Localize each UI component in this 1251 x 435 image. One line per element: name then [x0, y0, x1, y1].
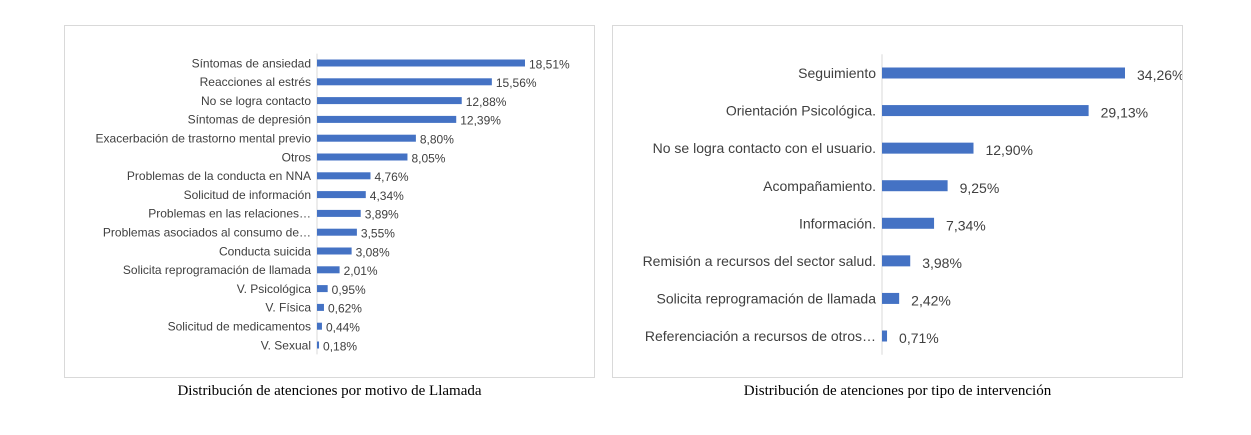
bar [317, 115, 457, 123]
category-label: V. Física [265, 301, 311, 315]
bar [882, 142, 974, 154]
category-label: Solicitud de información [184, 188, 311, 202]
bar [882, 67, 1125, 79]
value-label: 0,18% [323, 339, 357, 353]
bar [317, 228, 357, 236]
value-label: 8,80% [420, 133, 454, 147]
value-label: 12,39% [460, 114, 501, 128]
value-label: 2,42% [911, 292, 951, 308]
value-label: 15,56% [496, 76, 537, 90]
chart-panel-intervencion: Seguimiento 34,26% Orientación Psicológica… [612, 25, 1183, 378]
value-label: 18,51% [529, 57, 570, 71]
value-label: 4,76% [374, 170, 408, 184]
category-label: Solicitud de medicamentos [168, 320, 311, 334]
bar [317, 134, 416, 142]
category-label: Exacerbación de trastorno mental previo [96, 132, 312, 146]
value-label: 12,88% [466, 95, 507, 109]
bar [317, 285, 328, 293]
category-label: Conducta suicida [219, 244, 311, 258]
value-label: 0,44% [326, 321, 360, 335]
value-label: 3,55% [361, 227, 395, 241]
value-label: 0,95% [332, 283, 366, 297]
bar [882, 180, 948, 192]
value-label: 2,01% [344, 264, 378, 278]
category-label: Síntomas de depresión [188, 113, 311, 127]
value-label: 3,08% [356, 245, 390, 259]
category-label: Referenciación a recursos de otros… [645, 328, 876, 344]
bar [317, 209, 361, 217]
chart-caption-intervencion: Distribución de atenciones por tipo de i… [743, 383, 1052, 399]
category-label: V. Sexual [261, 338, 311, 352]
chart-tipo-intervencion: Seguimiento 34,26% Orientación Psicológica… [643, 54, 1182, 355]
category-label: Reacciones al estrés [200, 75, 311, 89]
category-label: Acompañamiento. [763, 178, 876, 194]
bar [317, 341, 320, 349]
value-label: 7,34% [946, 217, 986, 233]
value-label: 3,89% [365, 208, 399, 222]
value-label: 12,90% [985, 142, 1032, 158]
category-label: Problemas en las relaciones… [148, 207, 311, 221]
chart-caption-motivo: Distribución de atenciones por motivo de… [177, 383, 482, 399]
bar [317, 59, 525, 67]
category-label: Información. [799, 215, 876, 231]
bar [882, 105, 1089, 117]
value-label: 4,34% [370, 189, 404, 203]
bar [317, 322, 322, 330]
bar [317, 303, 324, 311]
category-label: Problemas asociados al consumo de… [103, 226, 311, 240]
bar [882, 330, 888, 342]
value-label: 29,13% [1101, 105, 1148, 121]
bar [317, 153, 408, 161]
chart-panel-motivo: Síntomas de ansiedad 18,51% Reacciones al … [64, 25, 595, 378]
value-label: 0,62% [328, 302, 362, 316]
category-label: Síntomas de ansiedad [192, 56, 311, 70]
value-label: 3,98% [922, 255, 962, 271]
value-label: 0,71% [899, 330, 939, 346]
bar [317, 78, 492, 86]
chart-motivo-llamada: Síntomas de ansiedad 18,51% Reacciones al … [96, 53, 570, 355]
category-label: V. Psicológica [237, 282, 312, 296]
bar [317, 266, 340, 274]
bar [317, 247, 352, 255]
bar [882, 292, 900, 304]
bar [882, 255, 911, 267]
category-label: No se logra contacto con el usuario. [653, 140, 876, 156]
category-label: Seguimiento [798, 65, 876, 81]
bar [317, 191, 366, 199]
category-label: Problemas de la conducta en NNA [127, 169, 311, 183]
value-label: 8,05% [411, 151, 445, 165]
value-label: 34,26% [1137, 67, 1182, 83]
category-label: Orientación Psicológica. [726, 103, 876, 119]
bar [317, 172, 371, 180]
category-label: Otros [282, 150, 311, 164]
bar [882, 217, 935, 229]
category-label: Solicita reprogramación de llamada [123, 263, 311, 277]
category-label: Remisión a recursos del sector salud. [643, 253, 876, 269]
category-label: No se logra contacto [201, 94, 311, 108]
bar [317, 97, 462, 105]
value-label: 9,25% [960, 180, 1000, 196]
category-label: Solicita reprogramación de llamada [657, 290, 877, 306]
